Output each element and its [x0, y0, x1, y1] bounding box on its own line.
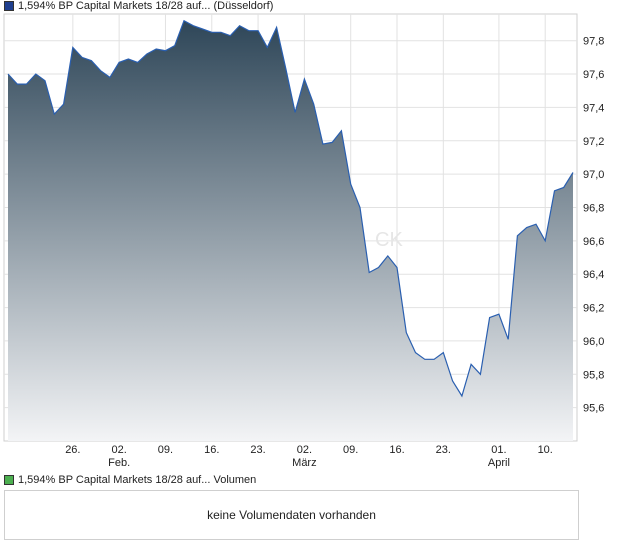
x-month-label: April — [488, 457, 510, 469]
x-tick-label: 26. — [65, 444, 80, 456]
volume-legend-swatch — [4, 475, 14, 485]
y-tick-label: 96,8 — [583, 202, 604, 214]
x-tick-label: 02. — [297, 444, 312, 456]
y-tick-label: 97,6 — [583, 69, 604, 81]
volume-legend: 1,594% BP Capital Markets 18/28 auf... V… — [4, 474, 256, 486]
y-tick-label: 96,6 — [583, 236, 604, 248]
y-axis-ticks: 97,8 97,6 97,4 97,2 97,0 96,8 96,6 96,4 96,2 96,0… — [583, 36, 604, 415]
watermark: CK — [375, 229, 403, 251]
x-tick-label: 10. — [538, 444, 553, 456]
price-line — [7, 19, 574, 398]
volume-message: keine Volumendaten vorhanden — [207, 508, 376, 522]
x-tick-label: 01. — [491, 444, 506, 456]
y-tick-label: 95,6 — [583, 403, 604, 415]
volume-panel: keine Volumendaten vorhanden — [4, 490, 579, 540]
y-tick-label: 97,8 — [583, 36, 604, 48]
y-tick-label: 97,4 — [583, 102, 604, 114]
y-tick-label: 96,0 — [583, 336, 604, 348]
x-tick-label: 23. — [436, 444, 451, 456]
y-tick-label: 96,2 — [583, 303, 604, 315]
price-legend: 1,594% BP Capital Markets 18/28 auf... (… — [4, 0, 273, 12]
volume-legend-label: 1,594% BP Capital Markets 18/28 auf... V… — [18, 474, 257, 486]
y-tick-label: 97,0 — [583, 169, 604, 181]
y-tick-label: 97,2 — [583, 136, 604, 148]
x-tick-label: 16. — [204, 444, 219, 456]
x-tick-label: 02. — [111, 444, 126, 456]
price-legend-label: 1,594% BP Capital Markets 18/28 auf... (… — [18, 0, 274, 12]
price-chart: CK 97,897,697,497,297,096,896,696,496,29… — [3, 13, 604, 469]
price-area — [8, 20, 573, 441]
x-month-label: März — [292, 457, 316, 469]
y-tick-label: 95,8 — [583, 369, 604, 381]
price-legend-swatch — [4, 1, 14, 11]
x-tick-label: 23. — [250, 444, 265, 456]
x-tick-label: 09. — [343, 444, 358, 456]
y-tick-label: 96,4 — [583, 269, 604, 281]
x-tick-label: 09. — [158, 444, 173, 456]
x-month-label: Feb. — [108, 457, 130, 469]
x-tick-label: 16. — [389, 444, 404, 456]
